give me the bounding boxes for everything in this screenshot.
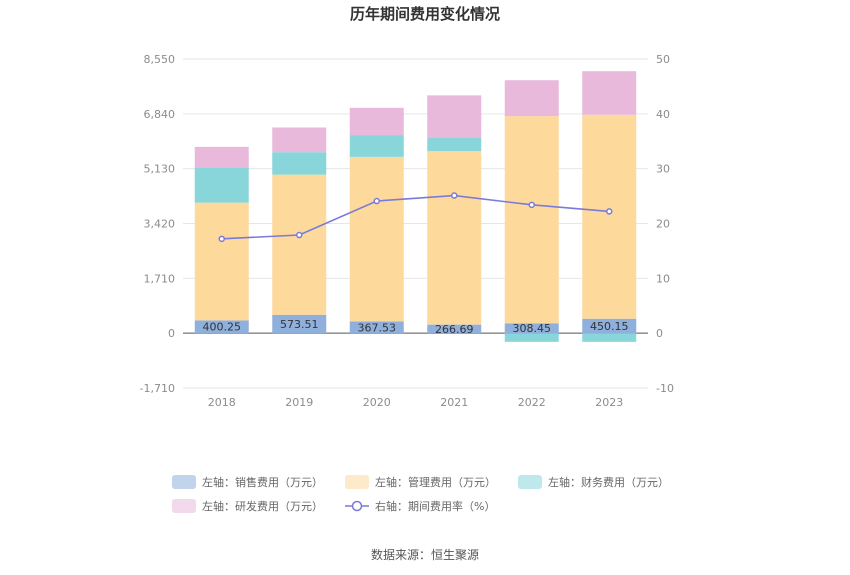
right-axis-tick-label: 20 <box>656 218 670 231</box>
bar-2-2023 <box>582 114 637 319</box>
legend-swatch <box>345 475 369 489</box>
x-axis-tick-label: 2020 <box>363 396 391 409</box>
data-label-2020: 367.53 <box>358 321 397 334</box>
rate-point-2023 <box>606 208 613 215</box>
bar-2-2018 <box>194 202 249 321</box>
bar-series <box>194 71 637 342</box>
x-axis: 2018 2019 2020 2021 2022 2023 <box>208 396 624 409</box>
legend-swatch <box>172 475 196 489</box>
right-axis-tick-label: 40 <box>656 108 670 121</box>
legend-marker <box>351 500 363 512</box>
left-axis-tick-label: -1,710 <box>140 382 175 395</box>
left-axis: 8,550 6,840 5,130 3,420 1,710 0 -1,710 <box>140 53 175 395</box>
x-axis-tick-label: 2023 <box>595 396 623 409</box>
bar-4-2020 <box>349 107 404 136</box>
bar-2-2021 <box>427 151 482 325</box>
rate-point-2021 <box>451 192 458 199</box>
left-axis-tick-label: 3,420 <box>144 218 176 231</box>
left-axis-tick-label: 8,550 <box>144 53 176 66</box>
bar-4-2019 <box>272 127 327 153</box>
data-label-2018: 400.25 <box>203 321 242 334</box>
bar-4-2022 <box>504 80 559 117</box>
data-label-2023: 450.15 <box>590 320 629 333</box>
right-axis-tick-label: 0 <box>656 327 663 340</box>
left-axis-tick-label: 0 <box>168 327 175 340</box>
right-axis-tick-label: 50 <box>656 53 670 66</box>
bar-1-2018 <box>194 320 249 334</box>
line-series <box>218 192 613 243</box>
bar-4-2021 <box>427 95 482 138</box>
bar-3-2020 <box>349 135 404 157</box>
bar-1-2023 <box>582 318 637 334</box>
legend-item[interactable]: 左轴：管理费用（万元） <box>345 475 496 489</box>
x-axis-tick-label: 2022 <box>518 396 546 409</box>
rate-point-2019 <box>296 231 303 239</box>
bar-1-2019 <box>272 314 327 334</box>
bar-4-2023 <box>582 71 637 115</box>
bar-3-2023 <box>582 333 637 342</box>
x-axis-tick-label: 2018 <box>208 396 236 409</box>
data-labels: 400.25 573.51 367.53 266.69 308.45 450.15 <box>203 318 629 336</box>
legend-swatch <box>518 475 542 489</box>
bar-1-2022 <box>504 323 559 334</box>
bar-1-2021 <box>427 324 482 334</box>
legend-item[interactable]: 左轴：研发费用（万元） <box>172 499 323 513</box>
data-label-2022: 308.45 <box>513 322 552 335</box>
right-axis: 50 40 30 20 10 0 -10 <box>656 53 674 395</box>
left-axis-tick-label: 6,840 <box>144 108 176 121</box>
rate-point-2020 <box>373 197 380 205</box>
rate-point-2018 <box>218 235 225 243</box>
data-label-2019: 573.51 <box>280 318 319 331</box>
rate-line <box>221 194 610 240</box>
legend-label: 右轴：期间费用率（%） <box>375 499 495 513</box>
legend-label: 左轴：财务费用（万元） <box>548 475 669 489</box>
right-axis-tick-label: 30 <box>656 163 670 176</box>
x-axis-tick-label: 2019 <box>285 396 313 409</box>
bar-1-2020 <box>349 321 404 334</box>
x-axis-tick-label: 2021 <box>440 396 468 409</box>
left-axis-tick-label: 1,710 <box>144 272 176 285</box>
legend-item[interactable]: 左轴：财务费用（万元） <box>518 475 669 489</box>
data-label-2021: 266.69 <box>435 323 474 336</box>
legend-label: 左轴：管理费用（万元） <box>375 475 496 489</box>
right-axis-tick-label: 10 <box>656 272 670 285</box>
bar-3-2022 <box>504 333 559 342</box>
left-axis-tick-label: 5,130 <box>144 163 176 176</box>
legend-label: 左轴：销售费用（万元） <box>202 475 323 489</box>
rate-point-2022 <box>528 201 535 209</box>
grid-lines <box>183 58 648 389</box>
right-axis-tick-label: -10 <box>656 382 674 395</box>
legend-item[interactable]: 左轴：销售费用（万元） <box>172 475 323 489</box>
bar-2-2019 <box>272 174 327 315</box>
bar-4-2018 <box>194 146 249 168</box>
bar-2-2020 <box>349 156 404 322</box>
bar-3-2019 <box>272 152 327 175</box>
legend[interactable]: 左轴：销售费用（万元） 左轴：管理费用（万元） 左轴：财务费用（万元） 左轴：研发费用… <box>172 475 669 513</box>
legend-item[interactable]: 右轴：期间费用率（%） <box>345 499 495 513</box>
legend-label: 左轴：研发费用（万元） <box>202 499 323 513</box>
bar-2-2022 <box>504 116 559 324</box>
chart-title: 历年期间费用变化情况 <box>350 5 500 23</box>
source-note: 数据来源：恒生聚源 <box>371 547 479 562</box>
bar-3-2018 <box>194 167 249 203</box>
bar-3-2021 <box>427 137 482 152</box>
legend-swatch <box>172 499 196 513</box>
